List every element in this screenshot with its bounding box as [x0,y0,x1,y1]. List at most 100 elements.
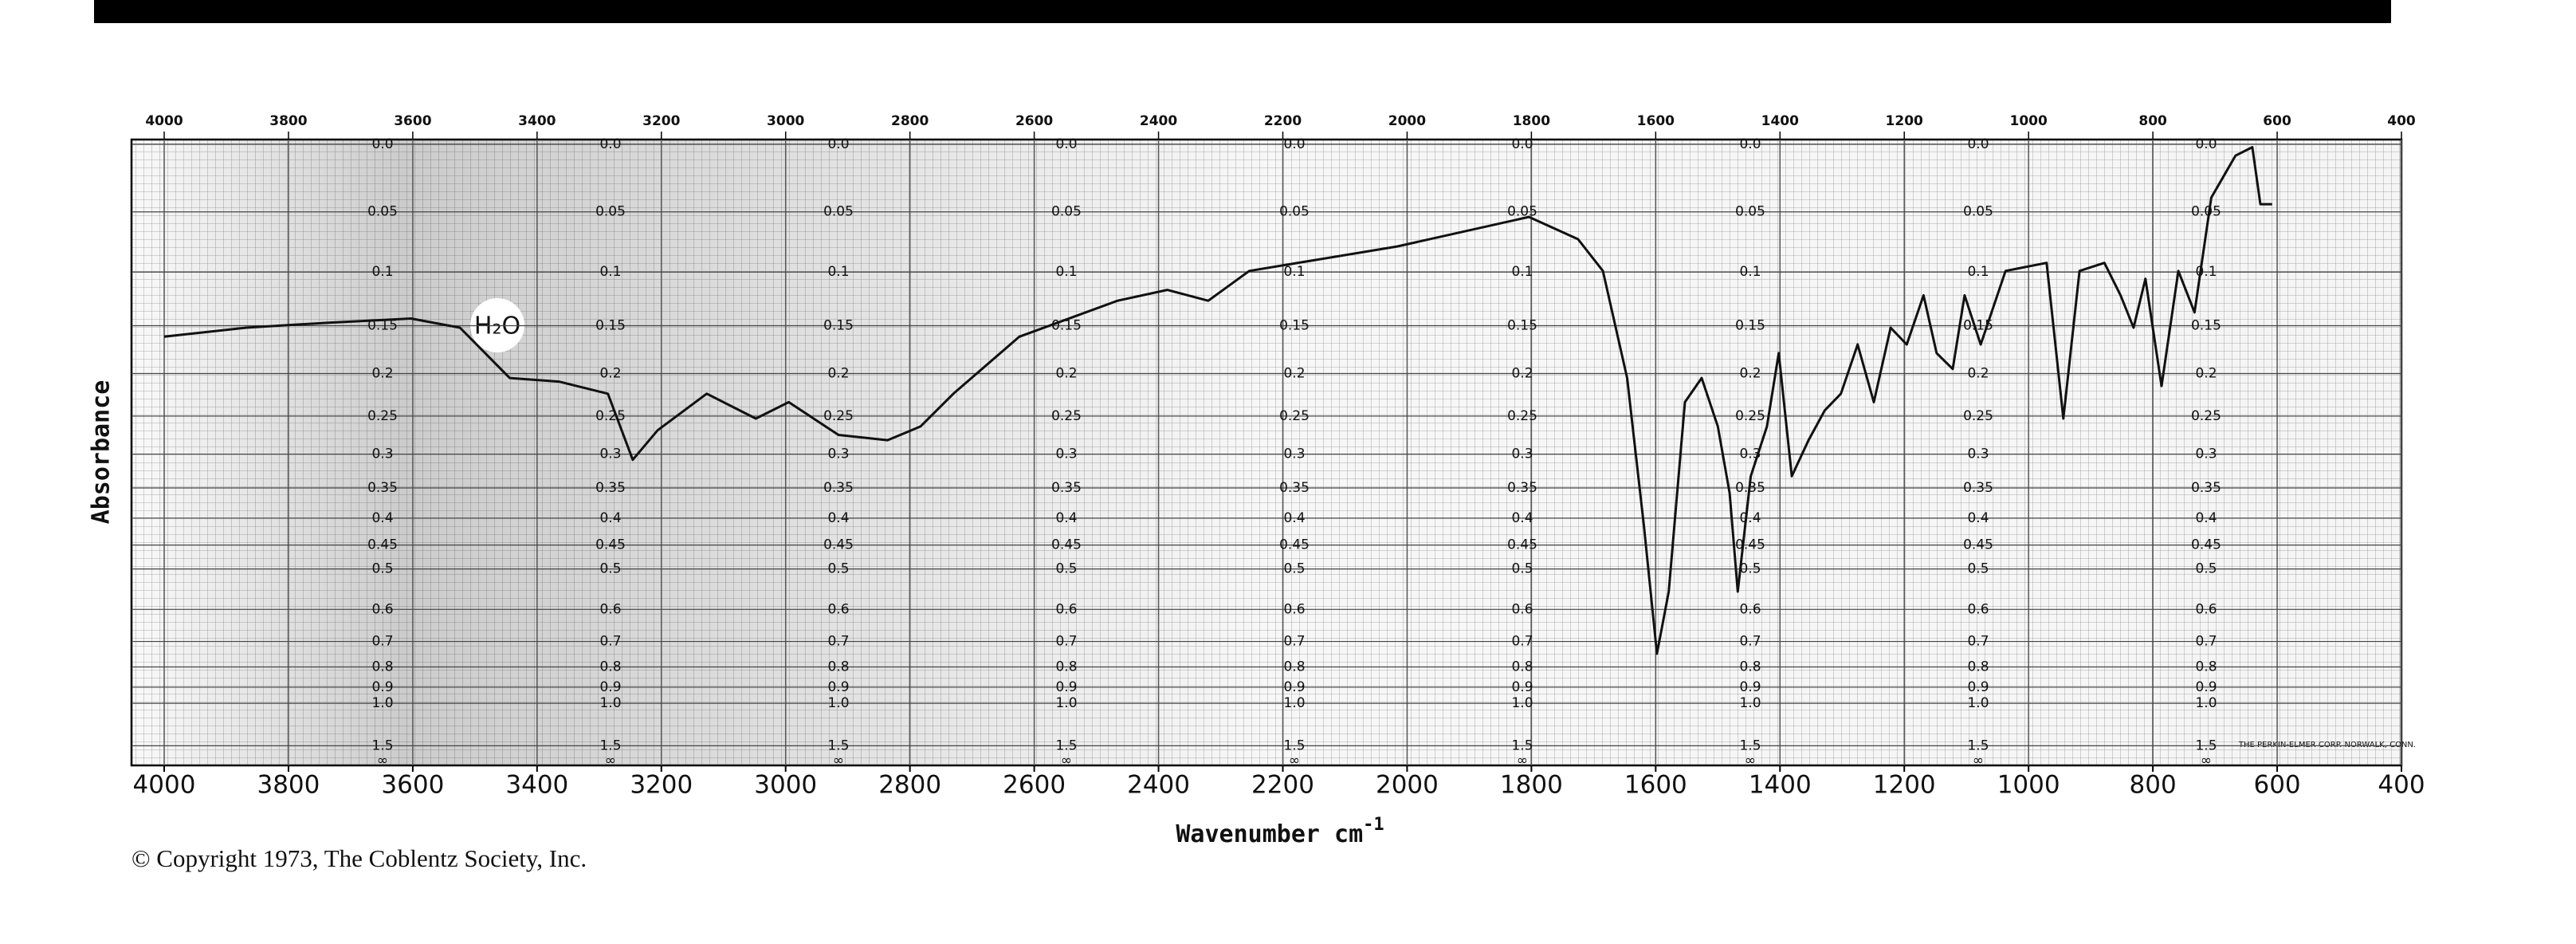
y-tick-label: 0.05 [367,204,398,220]
y-tick-label: 0.5 [371,561,393,577]
x2-tick-label: 4000 [145,113,183,129]
x-tick-label: 400 [2378,771,2425,800]
y-tick-label: 0.5 [1739,561,1761,577]
x2-tick-label: 2400 [1140,113,1177,129]
x2-tick-label: 2200 [1264,113,1302,129]
y-tick-label: 0.3 [1055,446,1077,462]
y-tick-label: 0.6 [1967,601,1989,617]
y-tick-label: 0.35 [1279,480,1310,496]
y-tick-label: 1.0 [2195,695,2217,711]
y-tick-label: 0.05 [1507,204,1537,220]
x2-tick-label: 1400 [1761,113,1799,129]
y-tick-label: 0.45 [1507,537,1537,553]
y-tick-label: 0.4 [1511,510,1533,526]
y-tick-label: 0.45 [367,537,398,553]
y-tick-label: 0.1 [599,264,621,280]
y-tick-label: 1.0 [1967,695,1989,711]
x-tick-label: 3000 [754,771,817,800]
y-tick-label: 0.25 [1735,408,1765,424]
y-tick-label: 0.3 [371,446,393,462]
y-tick-label: 0.15 [1279,318,1310,334]
y-tick-label: 0.9 [599,679,621,695]
y-tick-label: 0.05 [823,204,854,220]
y-tick-label: 0.7 [371,634,393,650]
spectrum-line [163,146,2272,655]
y-tick-label: 0.45 [1735,537,1765,553]
y-tick-label: 1.5 [1283,738,1305,753]
y-tick-label: 1.5 [599,738,621,753]
x2-tick-label: 1200 [1886,113,1923,129]
y-infinity-label: ∞ [1061,753,1072,769]
y-tick-label: 0.2 [1055,365,1077,381]
y-tick-label: 1.5 [2195,738,2217,753]
y-tick-label: 0.0 [827,136,849,152]
y-tick-label: 0.35 [1963,480,1993,496]
y-tick-label: 0.7 [1055,634,1077,650]
x-tick-label: 2800 [878,771,941,800]
y-tick-label: 0.8 [1739,659,1761,675]
y-tick-label: 0.7 [827,634,849,650]
y-tick-label: 0.7 [1511,634,1533,650]
y-tick-label: 0.45 [1963,537,1993,553]
x-tick-label: 1400 [1749,771,1812,800]
y-tick-label: 0.8 [1055,659,1077,675]
y-tick-label: 0.9 [371,679,393,695]
x-tick-label: 3600 [381,771,444,800]
x-tick-label: 600 [2253,771,2300,800]
y-tick-label: 0.15 [1507,318,1537,334]
y-tick-label: 0.15 [595,318,626,334]
y-infinity-label: ∞ [1973,753,1984,769]
y-tick-label: 0.8 [1967,659,1989,675]
y-tick-label: 0.5 [599,561,621,577]
y-tick-label: 0.15 [823,318,854,334]
x-tick-label: 3800 [257,771,320,800]
y-tick-label: 0.9 [2195,679,2217,695]
y-tick-label: 0.8 [1283,659,1305,675]
y-tick-label: 0.0 [1055,136,1077,152]
y-tick-label: 0.25 [823,408,854,424]
y-tick-label: 1.0 [1283,695,1305,711]
y-tick-label: 0.3 [2195,446,2217,462]
y-tick-label: 0.05 [1279,204,1310,220]
y-tick-label: 0.35 [367,480,398,496]
x2-tick-label: 1000 [2010,113,2048,129]
y-tick-label: 0.6 [1511,601,1533,617]
y-tick-label: 0.35 [1051,480,1082,496]
y-tick-label: 1.0 [371,695,393,711]
y-tick-label: 0.4 [599,510,621,526]
y-tick-label: 0.0 [1283,136,1305,152]
y-infinity-label: ∞ [833,753,844,769]
y-tick-label: 0.45 [1279,537,1310,553]
y-tick-label: 0.8 [599,659,621,675]
y-tick-label: 0.05 [1051,204,1082,220]
x-tick-label: 3200 [630,771,693,800]
x2-tick-label: 800 [2138,113,2167,129]
x-tick-label: 1800 [1500,771,1563,800]
y-tick-label: 0.1 [1967,264,1989,280]
y-tick-label: 0.4 [2195,510,2217,526]
y-tick-label: 0.4 [371,510,393,526]
y-tick-label: 0.25 [1051,408,1082,424]
y-tick-label: 0.15 [367,318,398,334]
y-tick-label: 0.1 [1511,264,1533,280]
y-tick-label: 0.4 [1967,510,1989,526]
y-tick-label: 1.5 [827,738,849,753]
y-tick-label: 0.5 [1967,561,1989,577]
y-tick-label: 0.1 [827,264,849,280]
y-tick-label: 0.2 [827,365,849,381]
y-infinity-label: ∞ [377,753,388,769]
y-tick-label: 1.0 [827,695,849,711]
y-tick-label: 0.8 [2195,659,2217,675]
y-tick-label: 0.5 [1511,561,1533,577]
y-tick-label: 0.0 [1739,136,1761,152]
y-tick-label: 0.7 [1967,634,1989,650]
x2-tick-label: 600 [2263,113,2291,129]
x-axis-label: Wavenumber cm-1 [1176,815,1384,848]
y-tick-label: 0.6 [827,601,849,617]
y-tick-label: 1.5 [1055,738,1077,753]
y-tick-label: 0.9 [1283,679,1305,695]
x-tick-label: 3400 [505,771,568,800]
y-tick-label: 0.6 [1283,601,1305,617]
y-tick-label: 0.5 [1283,561,1305,577]
